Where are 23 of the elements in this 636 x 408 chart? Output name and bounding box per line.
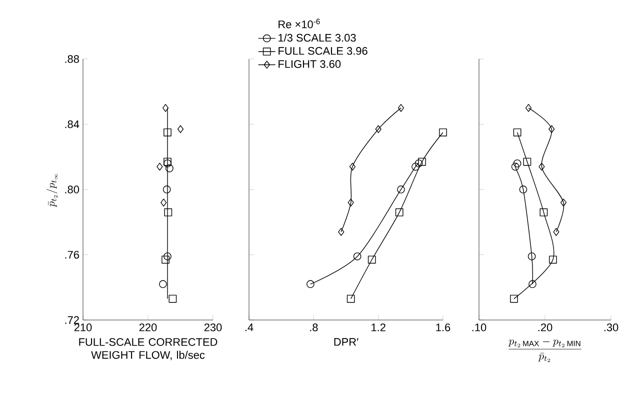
- x-axis-title: FULL-SCALE CORRECTED WEIGHT FLOW, lb/sec: [79, 338, 218, 360]
- y-tick-label: .84: [65, 120, 80, 128]
- y-tick-label: .88: [65, 55, 79, 63]
- x-tick-label: .4: [245, 324, 254, 332]
- x-axis-title: $\frac{p_{t_2\,\mathrm{MAX}} - p_{t_2\,\mathrm{MIN}}}{\bar{p}_{t_2}}$: [508, 340, 582, 362]
- x-tick-label: .8: [310, 324, 318, 332]
- y-axis-title: $\bar{p}_{t_2}/p_{t_\infty}$: [46, 174, 58, 208]
- x-tick-label: .30: [604, 324, 618, 332]
- y-tick-label: .76: [65, 250, 79, 259]
- y-tick-label: .80: [65, 186, 80, 194]
- x-tick-label: 1.6: [436, 324, 450, 332]
- legend-label: FLIGHT 3.60: [278, 60, 341, 68]
- y-tick-label: .72: [65, 316, 79, 324]
- x-tick-label: 210: [74, 324, 92, 332]
- legend-label: 1/3 SCALE 3.03: [278, 34, 356, 42]
- x-tick-label: 230: [204, 324, 222, 332]
- legend-label: FULL SCALE 3.96: [278, 47, 368, 55]
- x-tick-label: .20: [538, 324, 552, 332]
- legend-title: Re ×10$^{-6}$: [278, 18, 320, 28]
- x-axis-title: DPR′: [334, 338, 358, 346]
- x-tick-label: 220: [139, 324, 157, 332]
- x-tick-label: .10: [472, 324, 486, 332]
- x-tick-label: 1.2: [372, 324, 386, 332]
